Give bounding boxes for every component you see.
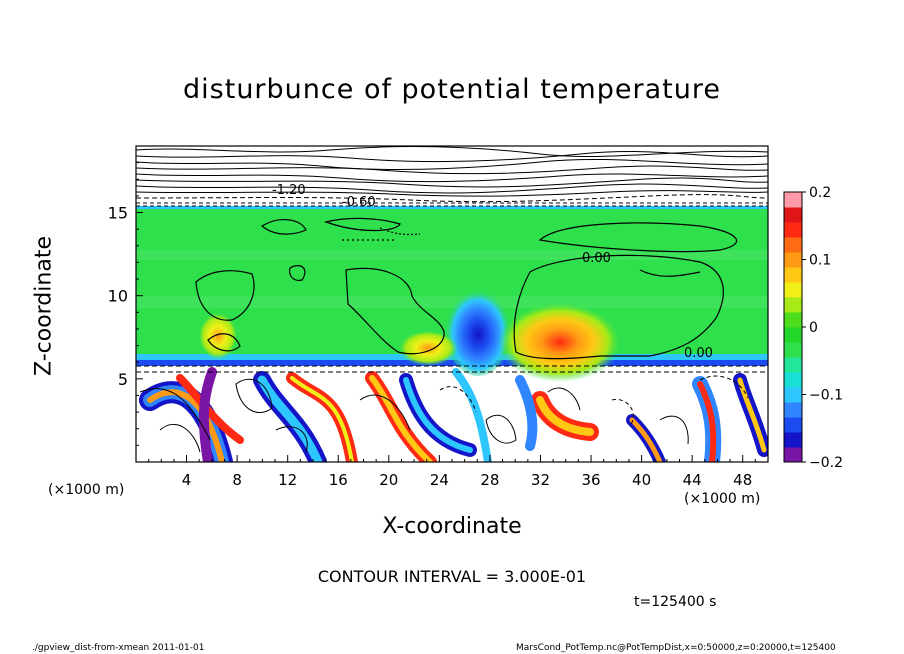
contour-interval: CONTOUR INTERVAL = 3.000E-01	[317, 567, 587, 586]
x-tick-label: 24	[430, 471, 449, 489]
colorbar-swatch	[784, 252, 802, 268]
colorbar-swatch	[784, 222, 802, 238]
colorbar-tick-label: −0.1	[809, 388, 843, 404]
x-tick-label: 4	[182, 471, 192, 489]
x-tick-label: 32	[531, 471, 550, 489]
contour-label: -1.20	[272, 183, 306, 198]
time-stamp: t=125400 s	[634, 594, 717, 610]
x-axis: 4 8 12 16 20 24 28 32 36 40 44 48	[148, 455, 756, 489]
footer-left: ./gpview_dist-from-xmean 2011-01-01	[32, 643, 205, 653]
cold-anomaly	[444, 284, 512, 376]
y-axis: 5 10 15	[108, 162, 143, 446]
warm-anomaly-small	[398, 330, 458, 366]
colorbar-tick-label: 0	[809, 320, 818, 336]
upper-band	[136, 146, 768, 208]
x-tick-label: 20	[379, 471, 398, 489]
colorbar-swatch	[784, 417, 802, 433]
warm-anomaly	[498, 302, 622, 382]
chart-title: disturbunce of potential temperature	[183, 74, 721, 105]
footer-right: MarsCond_PotTemp.nc@PotTempDist,x=0:5000…	[516, 643, 836, 653]
colorbar-tick-label: 0.1	[809, 253, 831, 269]
warm-anomaly-small	[198, 312, 238, 360]
contour-labels: -1.20 -0.60 0.00 0.00	[272, 183, 713, 361]
colorbar-swatch	[784, 357, 802, 373]
heatmap-field: -1.20 -0.60 0.00 0.00	[136, 146, 768, 462]
colorbar-swatch	[784, 387, 802, 403]
colorbar-tick-label: −0.2	[809, 455, 843, 471]
contour-label: 0.00	[684, 346, 713, 361]
colorbar-swatch	[784, 192, 802, 208]
mid-contours	[195, 217, 738, 360]
colorbar-tick-label: 0.2	[809, 185, 831, 201]
upper-contours	[136, 146, 768, 207]
colorbar-swatch	[784, 447, 802, 463]
y-axis-label: Z-coordinate	[31, 236, 57, 376]
x-tick-label: 8	[232, 471, 242, 489]
x-tick-label: 16	[329, 471, 348, 489]
x-unit-right: (×1000 m)	[684, 491, 761, 507]
interface-layer-2	[136, 360, 768, 366]
x-tick-label: 48	[733, 471, 752, 489]
y-tick-label: 15	[108, 204, 128, 223]
colorbar-swatch	[784, 342, 802, 358]
colorbar-swatch	[784, 402, 802, 418]
lower-contours	[136, 365, 768, 453]
x-tick-label: 36	[581, 471, 600, 489]
colorbar-swatch	[784, 372, 802, 388]
colorbar-swatch	[784, 237, 802, 253]
lower-plumes	[139, 367, 768, 462]
band-light	[136, 250, 768, 260]
y-tick-label: 5	[118, 370, 128, 389]
x-tick-label: 44	[683, 471, 702, 489]
colorbar-swatch	[784, 312, 802, 328]
x-tick-label: 12	[278, 471, 297, 489]
contour-label: 0.00	[582, 251, 611, 266]
top-blue-stripe	[136, 206, 768, 209]
colorbar-swatch	[784, 267, 802, 283]
colorbar-swatch	[784, 297, 802, 313]
x-axis-label: X-coordinate	[382, 514, 522, 539]
colorbar: 0.2 0.1 0 −0.1 −0.2	[783, 185, 843, 471]
colorbar-swatch	[784, 432, 802, 448]
x-tick-label: 28	[480, 471, 499, 489]
colorbar-swatch	[784, 207, 802, 223]
y-tick-label: 10	[108, 287, 128, 306]
x-tick-label: 40	[632, 471, 651, 489]
contour-label: -0.60	[342, 195, 376, 210]
colorbar-swatch	[784, 327, 802, 343]
x-unit-left: (×1000 m)	[48, 482, 125, 498]
colorbar-swatch	[784, 282, 802, 298]
